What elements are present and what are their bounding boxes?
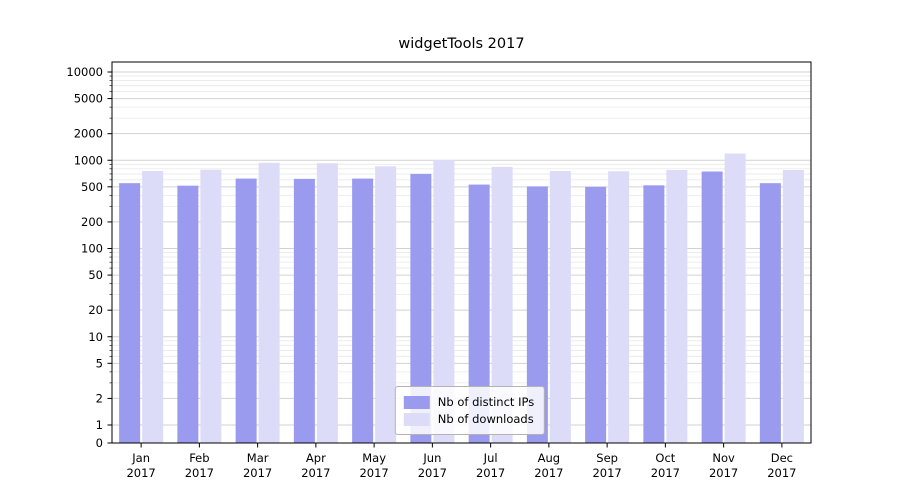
bar-downloads: [549, 171, 571, 443]
x-tick-label-month: Dec: [771, 451, 793, 465]
y-tick-label: 0: [96, 436, 103, 450]
bar-distinct-ips: [235, 178, 257, 444]
bar-distinct-ips: [701, 171, 723, 443]
x-tick-label-year: 2017: [243, 466, 272, 480]
y-tick-label: 5: [96, 356, 103, 370]
plot-frame: [111, 61, 812, 444]
x-tick-label-month: Jun: [422, 451, 441, 465]
bar-downloads: [433, 160, 455, 443]
x-tick-label-month: Sep: [596, 451, 618, 465]
y-tick-label: 20: [88, 303, 103, 317]
bar-downloads: [724, 153, 746, 443]
x-tick-label-year: 2017: [651, 466, 680, 480]
bar-distinct-ips: [177, 185, 199, 443]
bar-distinct-ips: [119, 183, 141, 443]
bar-downloads: [491, 166, 513, 443]
x-tick-label-year: 2017: [359, 466, 388, 480]
y-tick-label: 1000: [74, 153, 103, 167]
bar-distinct-ips: [468, 184, 490, 444]
y-tick-label: 10: [88, 330, 103, 344]
y-tick-label: 10000: [66, 65, 103, 79]
x-tick-label-month: May: [362, 451, 386, 465]
legend-item-distinct-ips: Nb of distinct IPs: [403, 395, 535, 409]
x-tick-label-year: 2017: [301, 466, 330, 480]
x-tick-label-year: 2017: [767, 466, 796, 480]
y-tick-label: 2: [96, 391, 103, 405]
x-tick-label-month: Mar: [247, 451, 269, 465]
bar-downloads: [142, 171, 164, 443]
x-tick-label-month: Aug: [538, 451, 560, 465]
x-tick-label-year: 2017: [418, 466, 447, 480]
y-tick-label: 100: [81, 242, 103, 256]
y-tick-label: 5000: [74, 92, 103, 106]
bar-distinct-ips: [410, 173, 432, 443]
chart-title: widgetTools 2017: [398, 36, 525, 52]
bar-distinct-ips: [643, 185, 665, 444]
y-tick-label: 200: [81, 215, 103, 229]
bar-downloads: [666, 170, 688, 444]
legend-label-distinct-ips: Nb of distinct IPs: [437, 395, 535, 409]
bar-downloads: [782, 170, 804, 444]
bar-distinct-ips: [293, 178, 315, 443]
x-tick-label-month: Feb: [189, 451, 209, 465]
bar-downloads: [375, 166, 397, 443]
legend-swatch-downloads: [403, 412, 430, 426]
legend-label-downloads: Nb of downloads: [437, 412, 534, 426]
x-tick-label-month: Jan: [131, 451, 150, 465]
legend-item-downloads: Nb of downloads: [403, 412, 534, 426]
x-tick-label-year: 2017: [185, 466, 214, 480]
y-tick-label: 500: [81, 180, 103, 194]
bar-distinct-ips: [759, 183, 781, 443]
x-tick-label-year: 2017: [126, 466, 155, 480]
x-tick-label-year: 2017: [709, 466, 738, 480]
x-tick-label-month: Oct: [655, 451, 675, 465]
legend: Nb of distinct IPs Nb of downloads: [394, 386, 546, 435]
bar-distinct-ips: [526, 186, 548, 443]
y-tick-label: 1: [96, 418, 103, 432]
bar-downloads: [316, 163, 338, 444]
x-tick-label-year: 2017: [476, 466, 505, 480]
x-tick-label-month: Nov: [712, 451, 735, 465]
legend-swatch-distinct-ips: [403, 395, 430, 409]
bar-downloads: [200, 169, 222, 443]
bar-downloads: [608, 171, 630, 443]
y-tick-label: 2000: [74, 127, 103, 141]
x-tick-label-month: Apr: [306, 451, 326, 465]
y-tick-label: 50: [88, 268, 103, 282]
x-tick-label-month: Jul: [483, 451, 498, 465]
bar-distinct-ips: [352, 178, 374, 444]
x-tick-label-year: 2017: [592, 466, 621, 480]
bar-downloads: [258, 162, 280, 444]
x-tick-label-year: 2017: [534, 466, 563, 480]
bar-distinct-ips: [585, 186, 607, 443]
